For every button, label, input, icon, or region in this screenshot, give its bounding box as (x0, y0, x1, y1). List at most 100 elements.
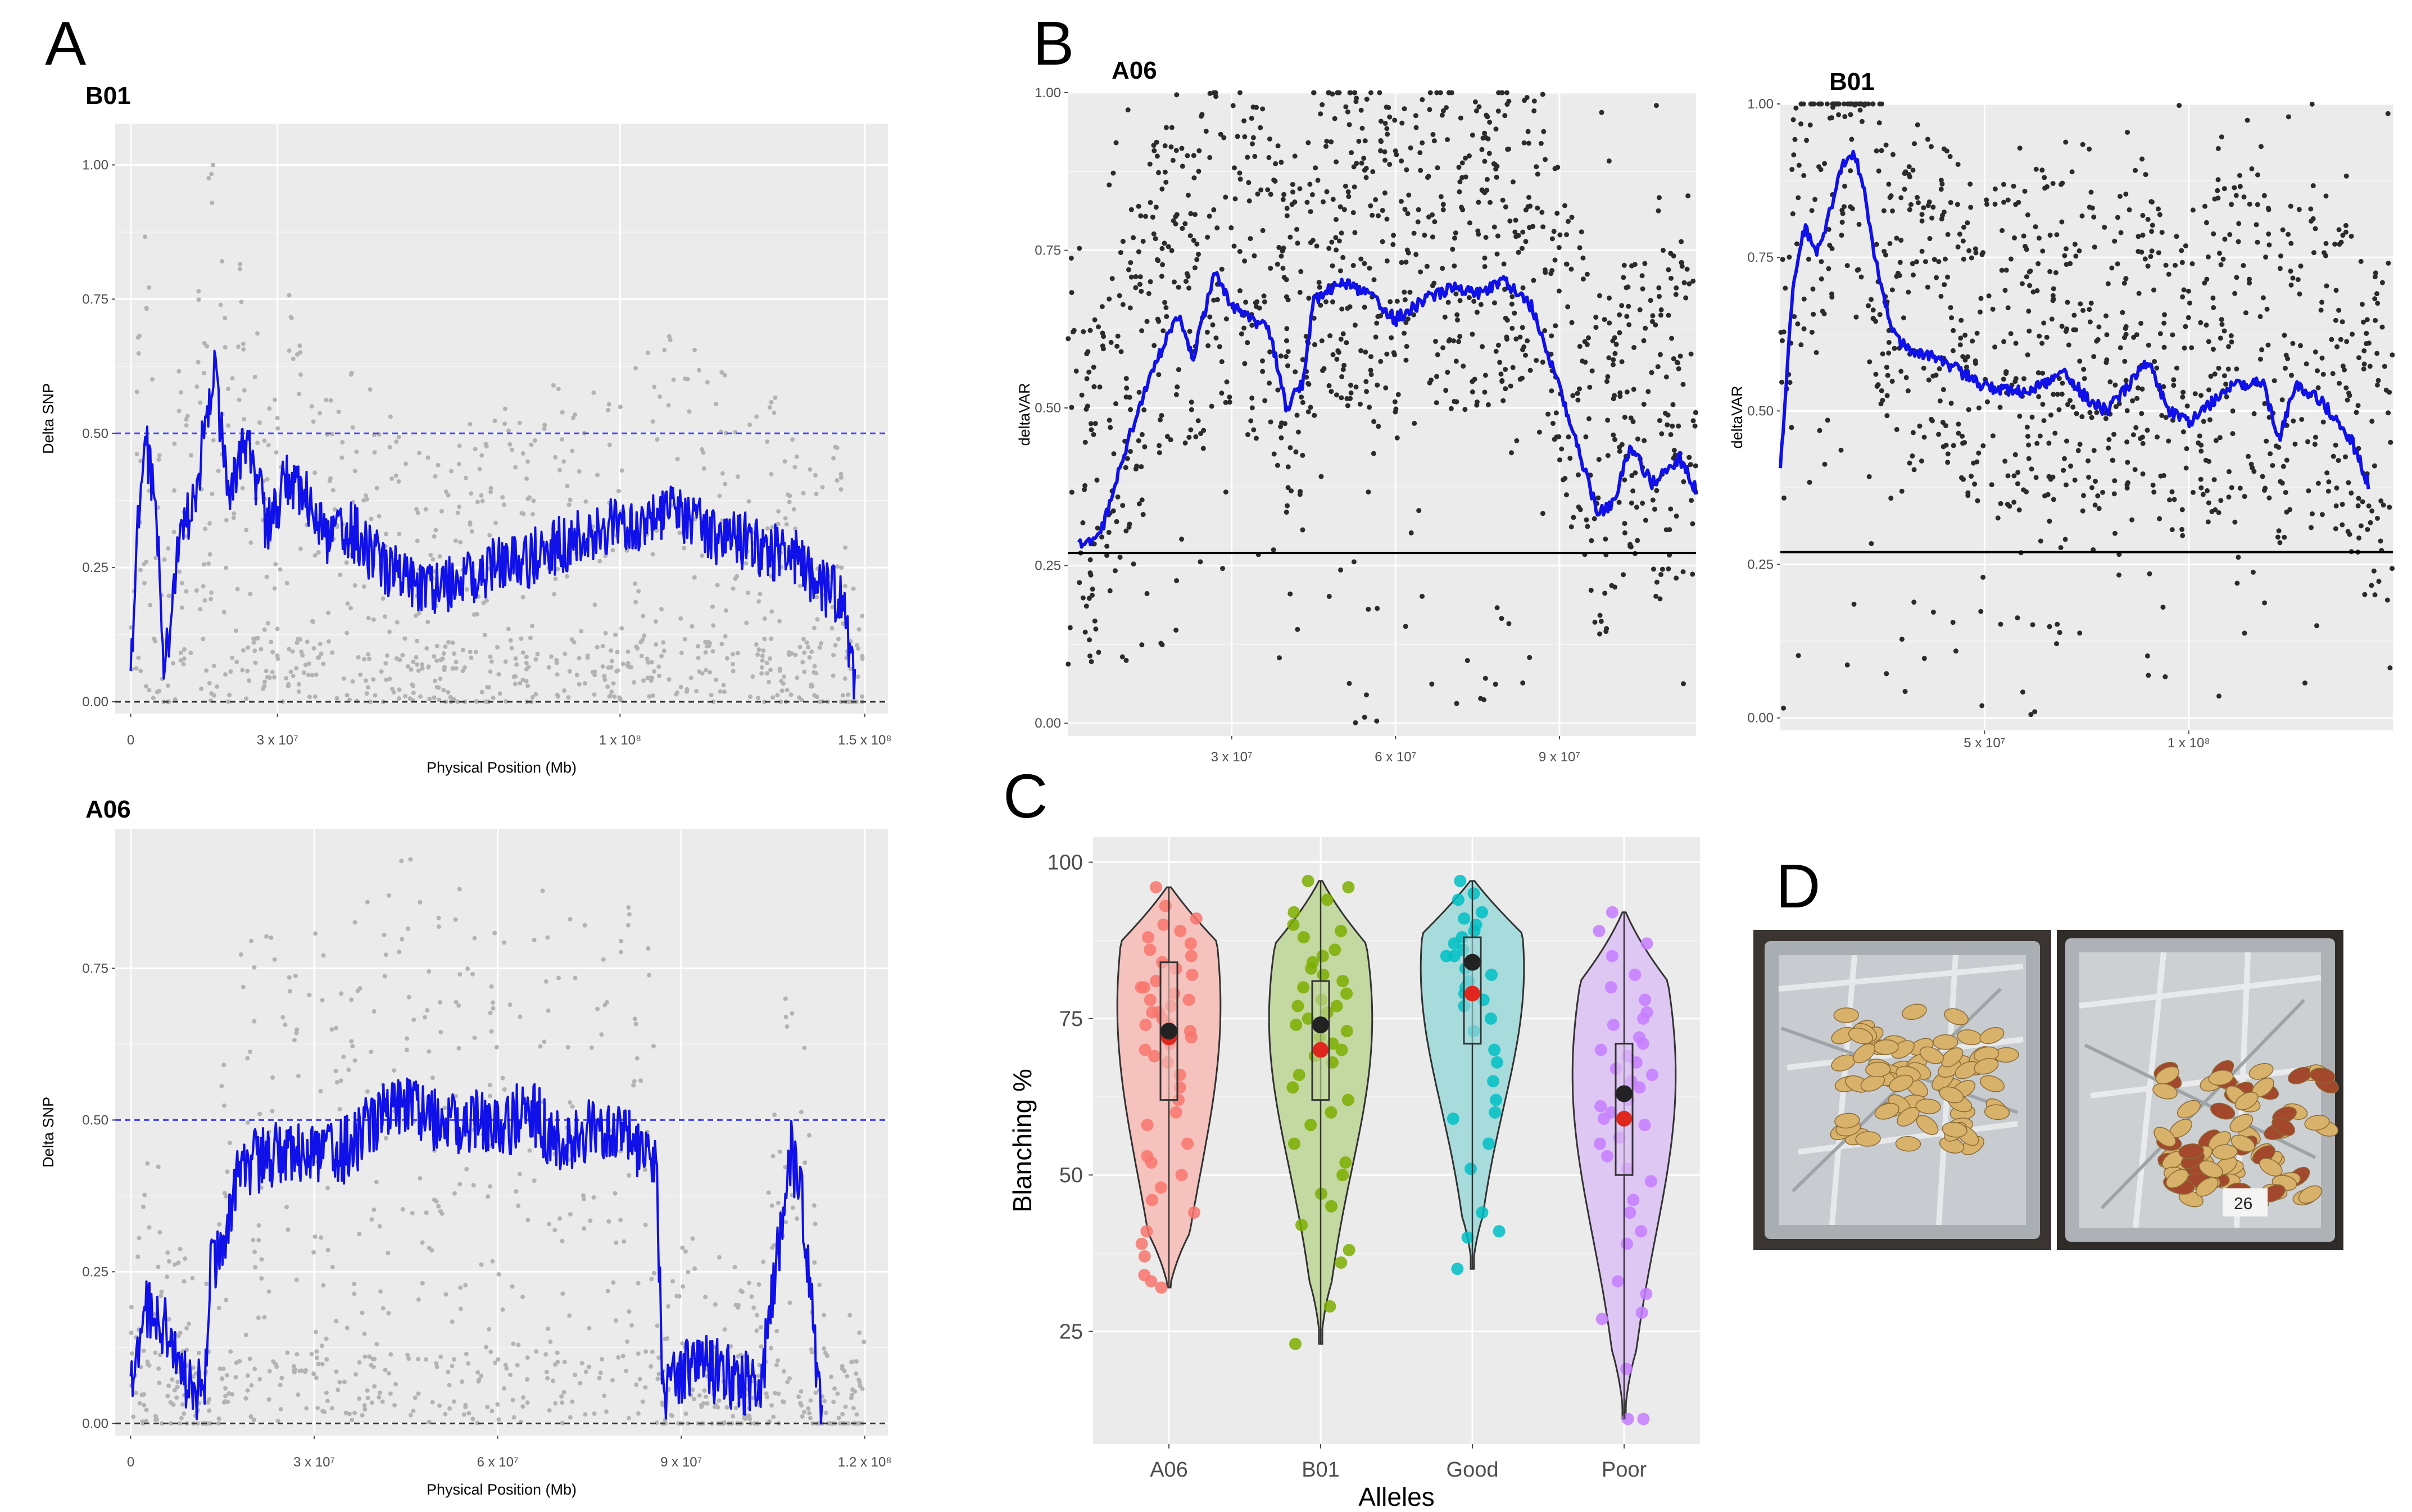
data-point (1911, 467, 1917, 473)
data-point (275, 1418, 280, 1423)
data-point (1186, 434, 1192, 440)
data-point (1822, 161, 1828, 166)
data-point (606, 1219, 611, 1224)
data-point (2183, 324, 2188, 329)
data-point (1299, 394, 1304, 400)
data-point (2229, 202, 2234, 207)
data-point (2237, 485, 2243, 491)
data-point (366, 656, 371, 661)
data-point (488, 489, 493, 494)
data-point (573, 1373, 578, 1378)
data-point (590, 670, 595, 675)
data-point (2061, 467, 2066, 473)
data-point (1482, 158, 1488, 164)
data-point (1825, 417, 1830, 423)
data-point (2251, 411, 2257, 416)
data-point (230, 655, 235, 660)
data-point (1092, 618, 1098, 624)
data-point (1848, 168, 1853, 174)
data-point (706, 640, 711, 645)
data-point (328, 398, 333, 403)
data-point (2013, 202, 2019, 207)
data-point (1617, 312, 1622, 317)
data-point (2337, 380, 2342, 386)
data-point (2229, 485, 2234, 491)
data-point (1358, 256, 1364, 262)
data-point (1499, 616, 1504, 621)
data-point (2122, 358, 2128, 364)
data-point (565, 484, 570, 489)
data-point (1973, 358, 1978, 364)
data-point (1305, 380, 1311, 386)
data-point (434, 684, 439, 689)
data-point (841, 621, 846, 626)
data-point (1629, 263, 1635, 269)
data-point (1359, 160, 1364, 166)
data-point (764, 661, 769, 666)
data-point (1643, 517, 1648, 523)
data-point (1168, 144, 1174, 149)
data-point (680, 1341, 685, 1346)
data-point (490, 1000, 495, 1005)
data-point (611, 681, 616, 686)
data-point (472, 1035, 477, 1040)
data-point (248, 1414, 253, 1419)
kernel (2259, 1157, 2283, 1177)
data-point (1517, 376, 1523, 382)
data-point (597, 1375, 602, 1381)
data-point (242, 388, 247, 393)
data-point (694, 688, 699, 693)
data-point (299, 650, 304, 655)
data-point (2013, 340, 2019, 346)
data-point (224, 517, 229, 523)
data-point (759, 1344, 764, 1349)
data-point (1071, 328, 1077, 333)
data-point (1781, 329, 1787, 335)
data-point (2070, 404, 2076, 410)
data-point (136, 655, 141, 660)
data-point (1576, 386, 1582, 392)
data-point (802, 1409, 807, 1414)
data-point (2009, 256, 2014, 262)
data-point (196, 360, 201, 365)
data-point (2216, 251, 2222, 256)
data-point (731, 652, 736, 657)
data-point (1919, 248, 1925, 254)
data-point (1457, 334, 1463, 339)
data-point (2187, 300, 2192, 306)
data-point (382, 932, 387, 937)
y-tick-label: 0.75 (1035, 243, 1061, 258)
data-point (618, 950, 623, 955)
data-point (1936, 259, 1942, 265)
data-point (2279, 397, 2285, 403)
data-point (1443, 388, 1449, 393)
data-point (1452, 235, 1457, 241)
data-point (1196, 252, 1202, 257)
data-point (1938, 187, 1944, 192)
data-point (650, 693, 655, 698)
data-point (510, 1397, 515, 1402)
data-point (234, 660, 239, 665)
data-point (1510, 179, 1516, 185)
data-point (1542, 328, 1548, 334)
data-point (1399, 260, 1404, 265)
data-point (1940, 420, 1946, 425)
data-point (2354, 410, 2359, 415)
data-point (1577, 507, 1583, 512)
data-point (2356, 355, 2362, 361)
data-point (1204, 329, 1210, 335)
data-point (1139, 432, 1145, 437)
data-point (1118, 349, 1124, 355)
data-point (1139, 328, 1145, 334)
data-point (275, 426, 280, 431)
kernel (2165, 1169, 2189, 1188)
data-point (1541, 129, 1547, 134)
data-point (1540, 224, 1546, 230)
x-tick-label: 1.5 x 10⁸ (838, 733, 892, 748)
chart-title: B01 (1829, 68, 1875, 96)
data-point (369, 1050, 374, 1055)
data-point (1374, 320, 1380, 326)
data-point (1668, 432, 1674, 437)
data-point (1930, 609, 1936, 615)
data-point (2028, 268, 2033, 274)
